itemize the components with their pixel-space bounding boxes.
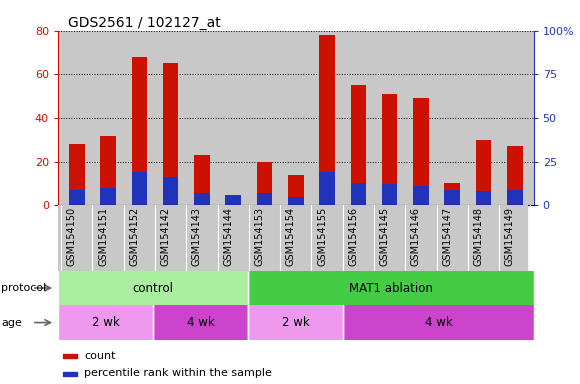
Text: age: age (1, 318, 22, 328)
Bar (507, 146, 523, 205)
Text: MAT1 ablation: MAT1 ablation (349, 281, 433, 295)
Text: GSM154144: GSM154144 (223, 207, 233, 266)
Bar (319, 172, 335, 205)
Text: GSM154151: GSM154151 (98, 207, 108, 266)
Bar (350, 85, 366, 205)
Bar (476, 192, 491, 205)
Text: protocol: protocol (1, 283, 46, 293)
Bar (226, 198, 241, 205)
Bar (63, 354, 77, 358)
Bar (194, 155, 210, 205)
Bar (69, 190, 85, 205)
Bar (163, 177, 179, 205)
Bar (163, 63, 179, 205)
Bar (343, 305, 534, 340)
Bar (382, 94, 397, 205)
Text: 4 wk: 4 wk (425, 316, 452, 329)
Text: GSM154152: GSM154152 (129, 207, 139, 266)
Text: GDS2561 / 102127_at: GDS2561 / 102127_at (67, 16, 220, 30)
Bar (288, 175, 303, 205)
Bar (319, 35, 335, 205)
Text: 2 wk: 2 wk (92, 316, 119, 329)
Text: 2 wk: 2 wk (282, 316, 310, 329)
Text: GSM154155: GSM154155 (317, 207, 327, 266)
Bar (257, 193, 273, 205)
Text: GSM154147: GSM154147 (442, 207, 452, 266)
Bar (248, 271, 534, 305)
Bar (413, 98, 429, 205)
Bar (413, 186, 429, 205)
Bar (507, 190, 523, 205)
Text: GSM154150: GSM154150 (67, 207, 77, 266)
Bar (63, 372, 77, 376)
Bar (444, 190, 460, 205)
Text: GSM154146: GSM154146 (411, 207, 421, 266)
Bar (476, 140, 491, 205)
Bar (350, 183, 366, 205)
Text: GSM154145: GSM154145 (380, 207, 390, 266)
Bar (226, 195, 241, 205)
Bar (444, 182, 460, 205)
Text: GSM154149: GSM154149 (505, 207, 515, 266)
Bar (257, 162, 273, 205)
Text: GSM154156: GSM154156 (349, 207, 358, 266)
Bar (100, 136, 116, 205)
Text: 4 wk: 4 wk (187, 316, 215, 329)
Bar (58, 271, 248, 305)
Bar (132, 172, 147, 205)
Text: GSM154143: GSM154143 (192, 207, 202, 266)
Bar (248, 305, 343, 340)
Text: percentile rank within the sample: percentile rank within the sample (84, 368, 272, 378)
Text: GSM154148: GSM154148 (473, 207, 484, 266)
Bar (382, 184, 397, 205)
Bar (132, 57, 147, 205)
Text: GSM154154: GSM154154 (286, 207, 296, 266)
Text: GSM154142: GSM154142 (161, 207, 171, 266)
Bar (58, 305, 153, 340)
Bar (69, 144, 85, 205)
Bar (288, 197, 303, 205)
Text: control: control (133, 281, 173, 295)
Bar (100, 188, 116, 205)
Text: count: count (84, 351, 115, 361)
Bar (194, 193, 210, 205)
Bar (153, 305, 248, 340)
Text: GSM154153: GSM154153 (255, 207, 264, 266)
